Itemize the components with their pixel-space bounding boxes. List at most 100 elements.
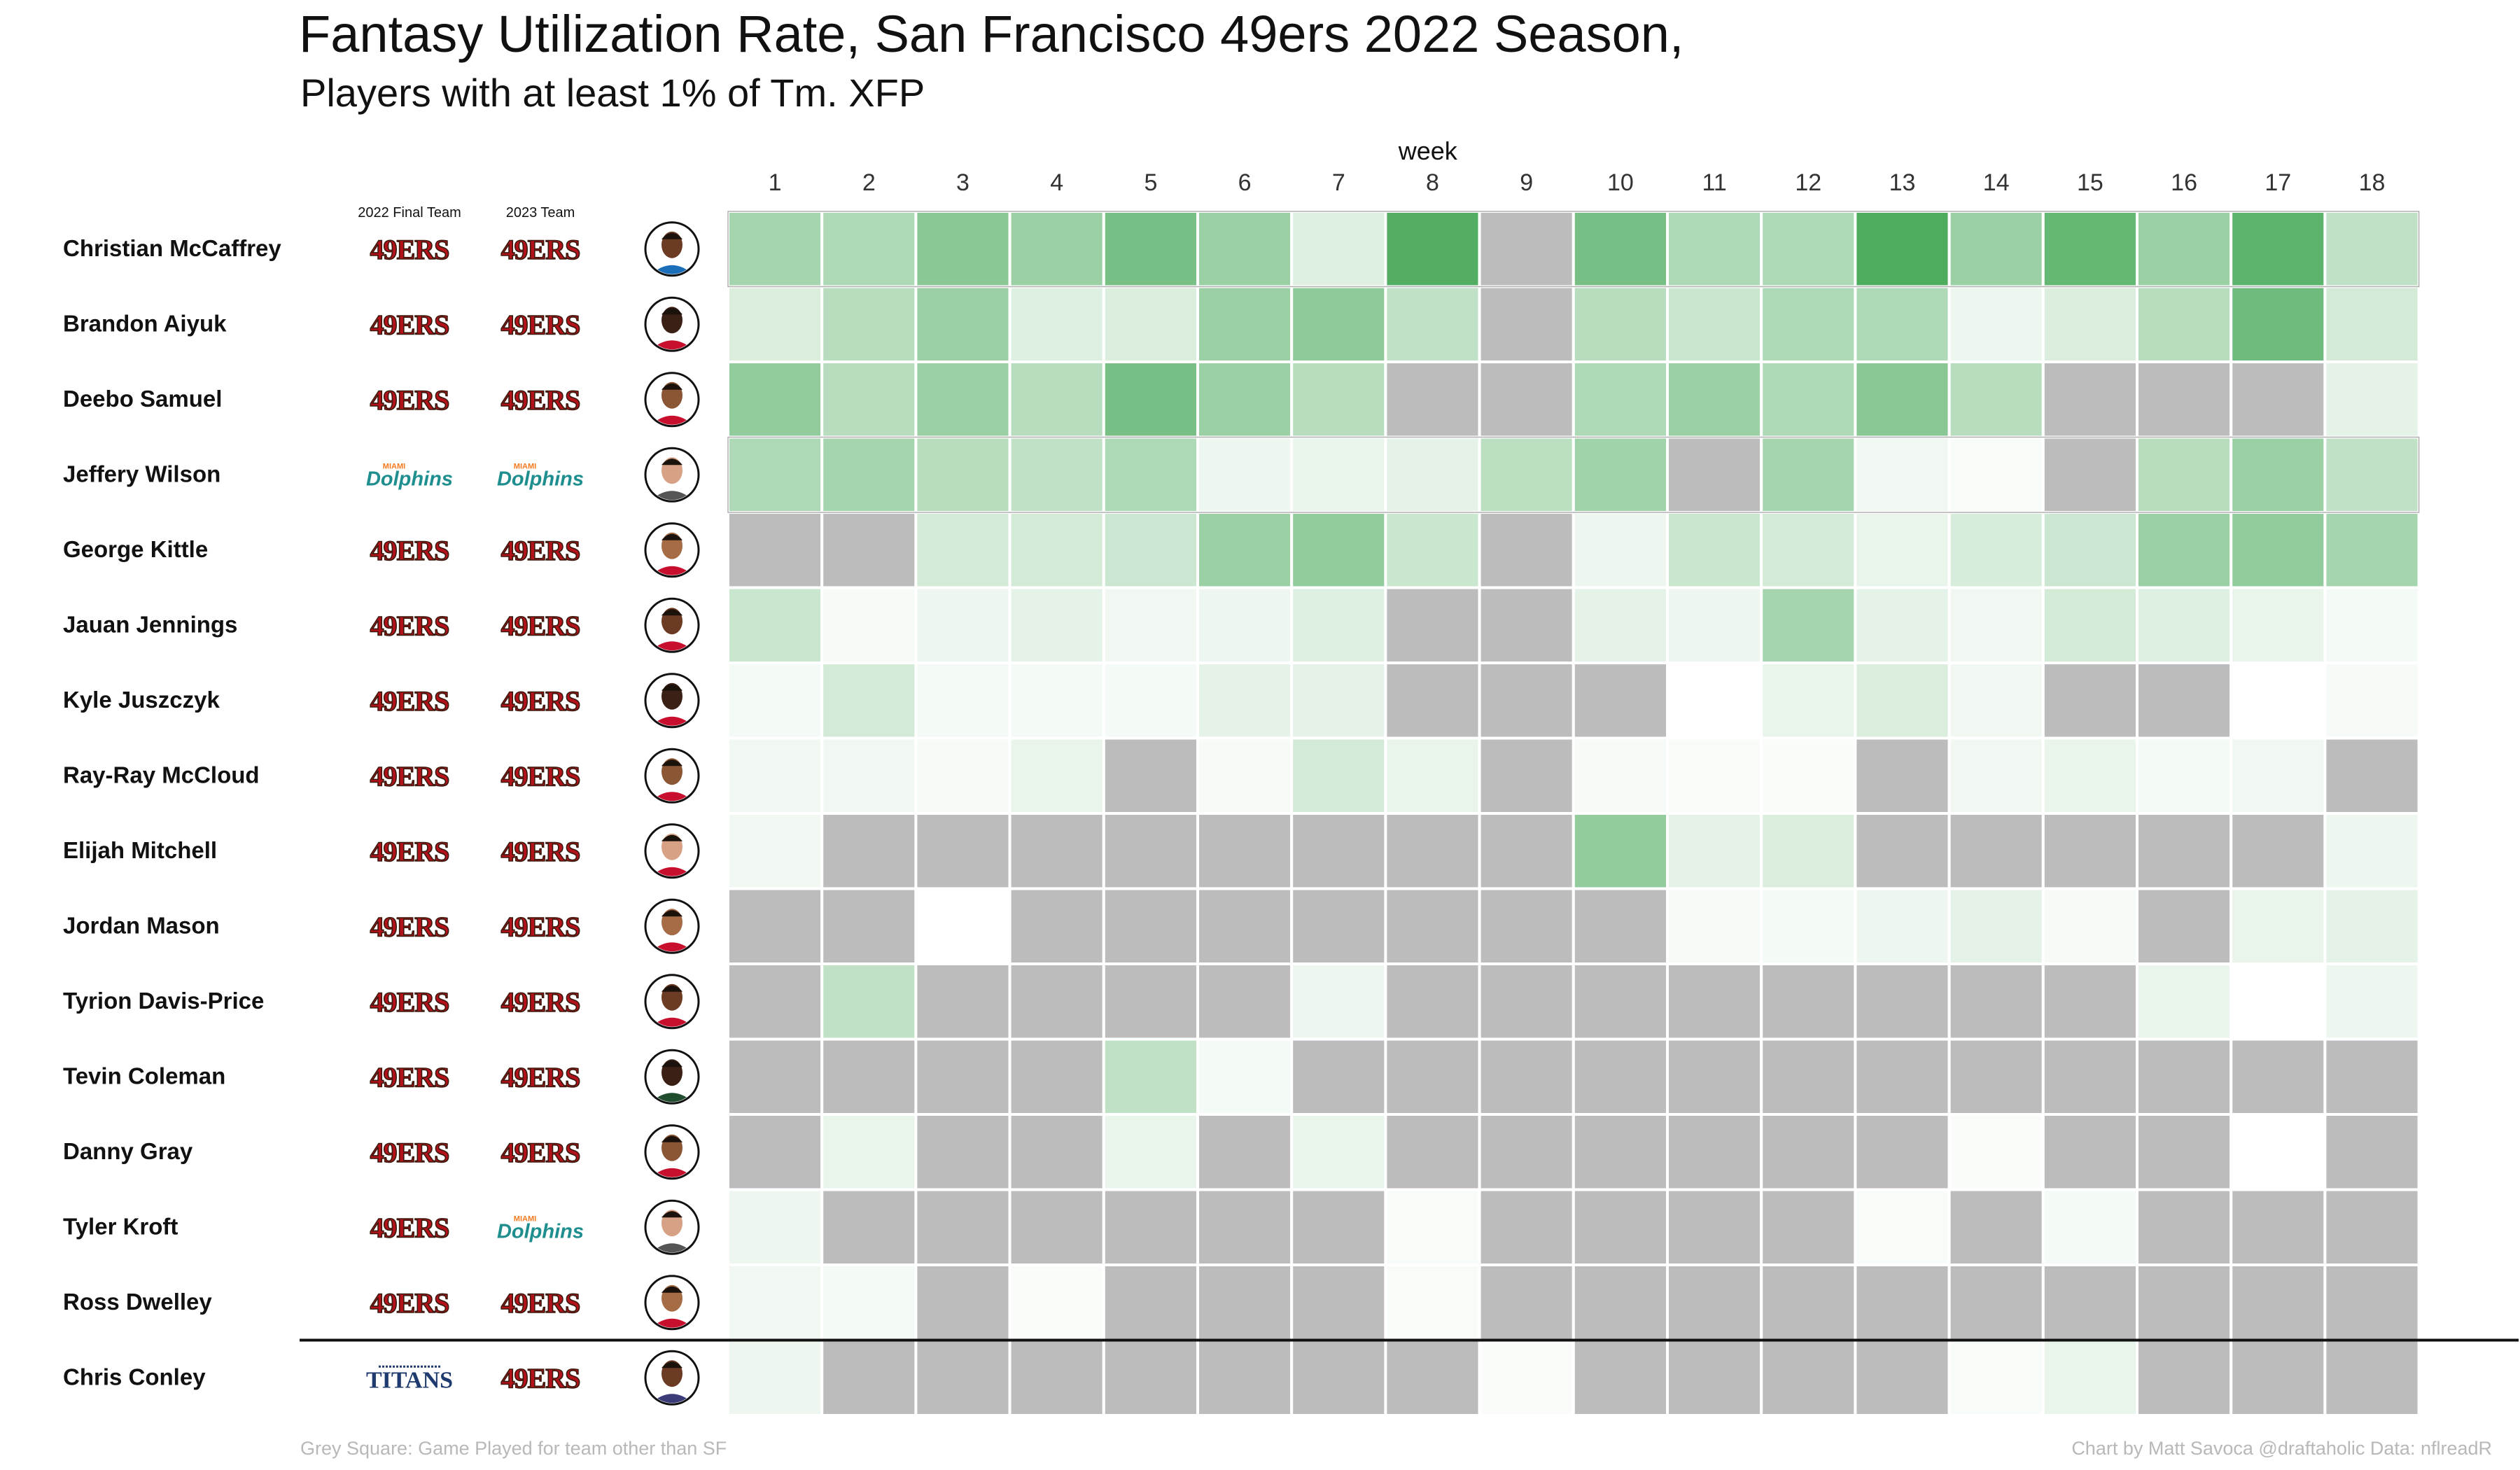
49ers-logo-icon: 49ERS bbox=[500, 1060, 581, 1093]
heatmap-cell bbox=[1384, 662, 1481, 740]
heatmap-cell bbox=[1196, 812, 1294, 890]
heatmap-cell bbox=[1478, 1264, 1575, 1342]
49ers-logo-icon: 49ERS bbox=[370, 1211, 450, 1244]
heatmap-cell bbox=[2041, 887, 2139, 965]
heatmap-cell bbox=[2041, 360, 2139, 439]
heatmap-cell bbox=[820, 1338, 918, 1417]
heatmap-cell bbox=[1572, 1188, 1670, 1266]
49ers-logo-icon: 49ERS bbox=[500, 384, 581, 416]
heatmap-cell bbox=[1196, 1113, 1294, 1191]
week-label: 11 bbox=[1702, 169, 1726, 196]
heatmap-cell bbox=[2136, 1264, 2233, 1342]
player-name: Jauan Jennings bbox=[63, 611, 237, 637]
heatmap-cell bbox=[2136, 736, 2233, 815]
heatmap-cell bbox=[1572, 1338, 1670, 1417]
heatmap-cell bbox=[2230, 435, 2327, 514]
heatmap-cell bbox=[1008, 435, 1105, 514]
heatmap-cell bbox=[1760, 435, 1857, 514]
heatmap-cell bbox=[914, 285, 1011, 363]
heatmap-cell bbox=[1854, 887, 1951, 965]
heatmap-cell bbox=[2323, 887, 2421, 965]
heatmap-cell bbox=[1290, 1188, 1387, 1266]
heatmap-cell bbox=[1196, 210, 1294, 288]
heatmap-cell bbox=[1760, 511, 1857, 589]
svg-text:49ERS: 49ERS bbox=[370, 384, 449, 416]
heatmap-cell bbox=[1760, 210, 1857, 288]
heatmap-cell bbox=[2230, 812, 2327, 890]
heatmap-cell bbox=[1384, 1113, 1481, 1191]
heatmap-cell bbox=[1947, 511, 2045, 589]
heatmap-cell bbox=[1854, 435, 1951, 514]
svg-text:49ERS: 49ERS bbox=[501, 986, 580, 1018]
heatmap-cell bbox=[2230, 285, 2327, 363]
heatmap-cell bbox=[820, 360, 918, 439]
player-name: Deebo Samuel bbox=[63, 386, 222, 412]
heatmap-cell bbox=[1572, 887, 1670, 965]
heatmap-cell bbox=[1008, 1113, 1105, 1191]
heatmap-cell bbox=[1666, 435, 1763, 514]
heatmap-cell bbox=[1102, 360, 1200, 439]
heatmap-cell bbox=[1102, 511, 1200, 589]
player-headshot-icon bbox=[644, 1124, 700, 1180]
heatmap-cell bbox=[1666, 1113, 1763, 1191]
week-label: 9 bbox=[1520, 169, 1533, 196]
heatmap-cell bbox=[1102, 1188, 1200, 1266]
player-headshot-icon bbox=[644, 748, 700, 804]
heatmap-cell bbox=[1102, 662, 1200, 740]
49ers-logo-icon: 49ERS bbox=[370, 308, 450, 341]
heatmap-cell bbox=[727, 511, 824, 589]
heatmap-cell bbox=[1478, 1113, 1575, 1191]
heatmap-cell bbox=[820, 285, 918, 363]
heatmap-cell bbox=[1760, 1188, 1857, 1266]
svg-text:49ERS: 49ERS bbox=[501, 610, 580, 641]
heatmap-cell bbox=[1854, 586, 1951, 664]
svg-text:49ERS: 49ERS bbox=[501, 1287, 580, 1319]
49ers-logo-icon: 49ERS bbox=[500, 1287, 581, 1320]
heatmap-cell bbox=[1760, 736, 1857, 815]
svg-text:TITANS: TITANS bbox=[366, 1367, 453, 1393]
heatmap-cell bbox=[820, 736, 918, 815]
player-name: Tyrion Davis-Price bbox=[63, 988, 264, 1014]
player-headshot-icon bbox=[644, 447, 700, 503]
heatmap-cell bbox=[1854, 285, 1951, 363]
heatmap-cell bbox=[2136, 812, 2233, 890]
heatmap-cell bbox=[2323, 360, 2421, 439]
heatmap-cell bbox=[1854, 736, 1951, 815]
heatmap-cell bbox=[1854, 1264, 1951, 1342]
49ers-logo-icon: 49ERS bbox=[500, 685, 581, 718]
heatmap-cell bbox=[914, 962, 1011, 1041]
heatmap-cell bbox=[1478, 360, 1575, 439]
heatmap-cell bbox=[1572, 435, 1670, 514]
svg-text:49ERS: 49ERS bbox=[501, 234, 580, 265]
heatmap-cell bbox=[1196, 736, 1294, 815]
svg-text:49ERS: 49ERS bbox=[370, 610, 449, 641]
svg-text:MIAMI: MIAMI bbox=[514, 462, 536, 470]
caption-credit: Chart by Matt Savoca @draftaholic Data: … bbox=[2071, 1438, 2492, 1459]
heatmap-cell bbox=[2323, 962, 2421, 1041]
heatmap-cell bbox=[1854, 210, 1951, 288]
49ers-logo-icon: 49ERS bbox=[500, 1362, 581, 1394]
svg-text:49ERS: 49ERS bbox=[501, 1061, 580, 1093]
player-headshot-icon bbox=[644, 823, 700, 879]
header-2022-final-team: 2022 Final Team bbox=[358, 205, 461, 220]
heatmap-cell bbox=[1854, 1188, 1951, 1266]
heatmap-cell bbox=[1760, 1264, 1857, 1342]
heatmap-cell bbox=[2041, 285, 2139, 363]
heatmap-cell bbox=[1008, 1264, 1105, 1342]
week-label: 12 bbox=[1795, 169, 1821, 196]
heatmap-cell bbox=[1290, 360, 1387, 439]
week-label: 5 bbox=[1144, 169, 1157, 196]
49ers-logo-icon: 49ERS bbox=[500, 308, 581, 341]
heatmap-cell bbox=[1947, 586, 2045, 664]
heatmap-cell bbox=[1478, 962, 1575, 1041]
heatmap-cell bbox=[2136, 586, 2233, 664]
heatmap-cell bbox=[1666, 1338, 1763, 1417]
heatmap-cell bbox=[1290, 887, 1387, 965]
49ers-logo-icon: 49ERS bbox=[500, 760, 581, 792]
svg-text:MIAMI: MIAMI bbox=[514, 1214, 536, 1223]
heatmap-cell bbox=[2230, 210, 2327, 288]
49ers-logo-icon: 49ERS bbox=[370, 760, 450, 792]
player-headshot-icon bbox=[644, 522, 700, 578]
49ers-logo-icon: 49ERS bbox=[370, 685, 450, 718]
heatmap-cell bbox=[1102, 887, 1200, 965]
